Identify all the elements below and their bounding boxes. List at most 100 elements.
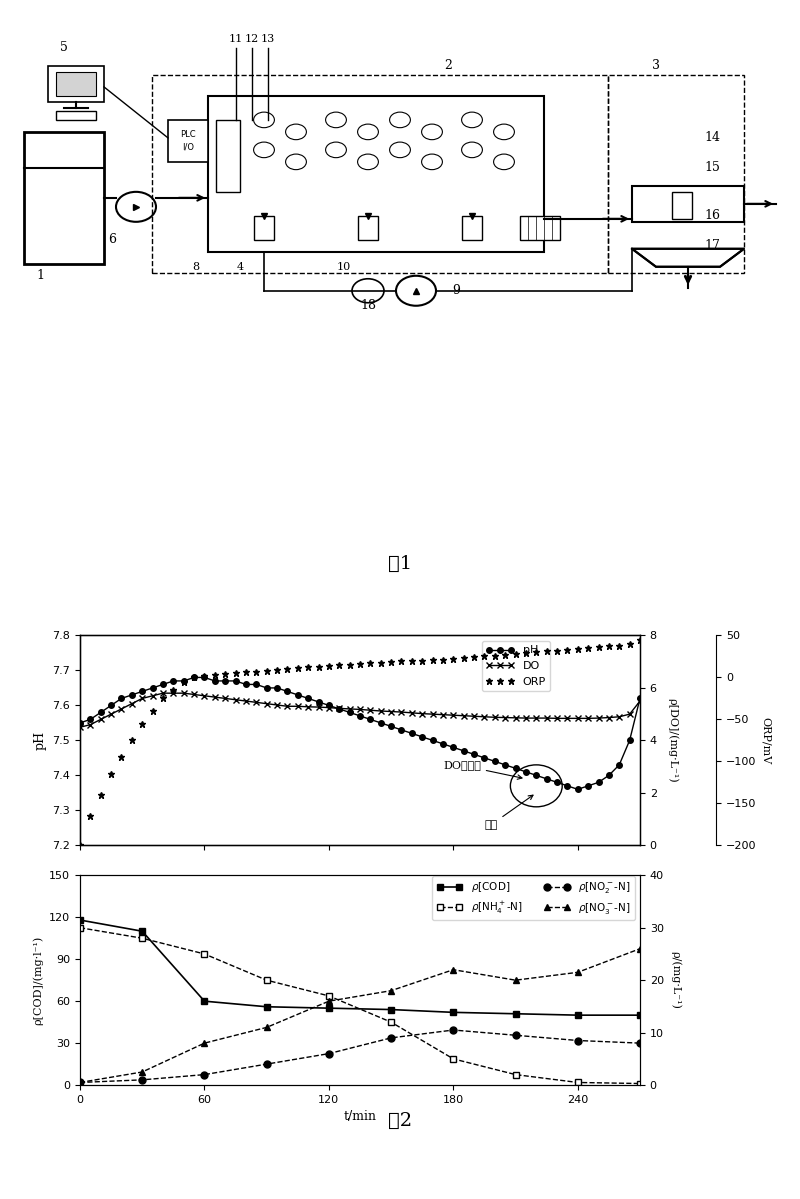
Y-axis label: pH: pH	[34, 731, 47, 749]
$\rho$[COD]	[200, 994, 210, 1008]
Bar	[632, 186, 744, 222]
Line: DO: DO	[77, 689, 643, 730]
pH	[190, 670, 199, 685]
$\rho$[NO$_2^-$-N]	[324, 1047, 334, 1061]
Circle shape	[286, 155, 306, 170]
ORP	[282, 662, 292, 676]
Text: 11: 11	[229, 34, 243, 44]
Bar	[358, 216, 378, 240]
pH	[625, 734, 634, 748]
Bar	[520, 216, 560, 240]
Circle shape	[116, 192, 156, 222]
$\rho$[NO$_2^-$-N]	[510, 1028, 520, 1042]
Text: 2: 2	[444, 60, 452, 72]
DO	[625, 707, 634, 722]
Text: 氨谷: 氨谷	[485, 795, 533, 830]
Circle shape	[326, 113, 346, 128]
Line: $\rho$[NH$_4^+$-N]: $\rho$[NH$_4^+$-N]	[77, 924, 643, 1087]
Text: PLC: PLC	[180, 131, 196, 139]
DO	[75, 721, 85, 735]
DO	[293, 699, 302, 713]
$\rho$[NH$_4^+$-N]	[573, 1076, 582, 1090]
$\rho$[NO$_3^-$-N]	[386, 983, 396, 998]
$\rho$[NO$_2^-$-N]	[75, 1076, 85, 1090]
DO	[220, 691, 230, 705]
Legend: $\rho$[COD], $\rho$[NH$_4^+$-N], $\rho$[NO$_2^-$-N], $\rho$[NO$_3^-$-N]: $\rho$[COD], $\rho$[NH$_4^+$-N], $\rho$[…	[432, 876, 634, 920]
ORP	[138, 716, 147, 730]
pH	[635, 691, 645, 705]
ORP	[573, 641, 582, 656]
Bar	[168, 120, 208, 162]
$\rho$[NO$_3^-$-N]	[138, 1065, 147, 1079]
pH	[220, 674, 230, 688]
ORP	[179, 674, 189, 688]
$\rho$[COD]	[635, 1008, 645, 1023]
$\rho$[NH$_4^+$-N]	[75, 921, 85, 935]
Circle shape	[462, 143, 482, 158]
$\rho$[NO$_3^-$-N]	[635, 941, 645, 956]
ORP	[635, 633, 645, 647]
ORP	[625, 637, 634, 651]
DO	[158, 686, 168, 700]
Text: 17: 17	[704, 240, 720, 252]
Line: ORP: ORP	[77, 637, 643, 849]
Circle shape	[352, 278, 384, 302]
$\rho$[NH$_4^+$-N]	[138, 930, 147, 945]
ORP	[75, 838, 85, 852]
Circle shape	[390, 143, 410, 158]
Circle shape	[462, 113, 482, 128]
Text: 15: 15	[704, 162, 720, 174]
pH	[75, 716, 85, 730]
pH	[573, 782, 582, 796]
$\rho$[NO$_2^-$-N]	[200, 1067, 210, 1081]
Text: 12: 12	[245, 34, 259, 44]
Circle shape	[254, 143, 274, 158]
$\rho$[NH$_4^+$-N]	[635, 1077, 645, 1091]
Bar	[24, 132, 104, 264]
pH	[179, 674, 189, 688]
$\rho$[NH$_4^+$-N]	[324, 989, 334, 1004]
DO	[138, 691, 147, 705]
Text: 6: 6	[108, 234, 116, 246]
Circle shape	[494, 155, 514, 170]
$\rho$[NO$_2^-$-N]	[138, 1073, 147, 1087]
Text: 9: 9	[452, 284, 460, 297]
Text: 4: 4	[237, 261, 243, 272]
Bar	[56, 112, 96, 120]
pH	[594, 775, 603, 789]
pH	[293, 688, 302, 703]
$\rho$[NO$_3^-$-N]	[510, 974, 520, 988]
Text: 8: 8	[193, 261, 199, 272]
Line: pH: pH	[78, 675, 642, 793]
Y-axis label: ORP/mV: ORP/mV	[761, 717, 770, 764]
$\rho$[NO$_2^-$-N]	[262, 1058, 271, 1072]
Text: 10: 10	[337, 261, 351, 272]
Y-axis label: ρ/(mg·L⁻¹): ρ/(mg·L⁻¹)	[670, 951, 681, 1010]
Y-axis label: ρ[COD]/(mg·l⁻¹): ρ[COD]/(mg·l⁻¹)	[33, 935, 43, 1025]
$\rho$[COD]	[386, 1002, 396, 1017]
$\rho$[NH$_4^+$-N]	[449, 1052, 458, 1066]
Legend: pH, DO, ORP: pH, DO, ORP	[482, 641, 550, 691]
$\rho$[NO$_2^-$-N]	[635, 1036, 645, 1050]
pH	[138, 685, 147, 699]
$\rho$[NO$_3^-$-N]	[449, 963, 458, 977]
$\rho$[NH$_4^+$-N]	[200, 947, 210, 962]
Line: $\rho$[NO$_3^-$-N]: $\rho$[NO$_3^-$-N]	[77, 945, 643, 1086]
Bar	[672, 192, 692, 218]
Circle shape	[358, 123, 378, 140]
Text: DO突跃点: DO突跃点	[443, 760, 522, 779]
Circle shape	[390, 113, 410, 128]
Text: 图1: 图1	[388, 554, 412, 573]
Circle shape	[396, 276, 436, 306]
$\rho$[NH$_4^+$-N]	[386, 1014, 396, 1029]
Circle shape	[286, 123, 306, 140]
Text: 5: 5	[60, 42, 68, 54]
$\rho$[NO$_2^-$-N]	[573, 1034, 582, 1048]
Circle shape	[494, 123, 514, 140]
Bar	[216, 120, 240, 192]
Text: 13: 13	[261, 34, 275, 44]
Circle shape	[358, 155, 378, 170]
$\rho$[NO$_3^-$-N]	[324, 994, 334, 1008]
$\rho$[NO$_2^-$-N]	[449, 1023, 458, 1037]
$\rho$[NO$_3^-$-N]	[573, 965, 582, 980]
